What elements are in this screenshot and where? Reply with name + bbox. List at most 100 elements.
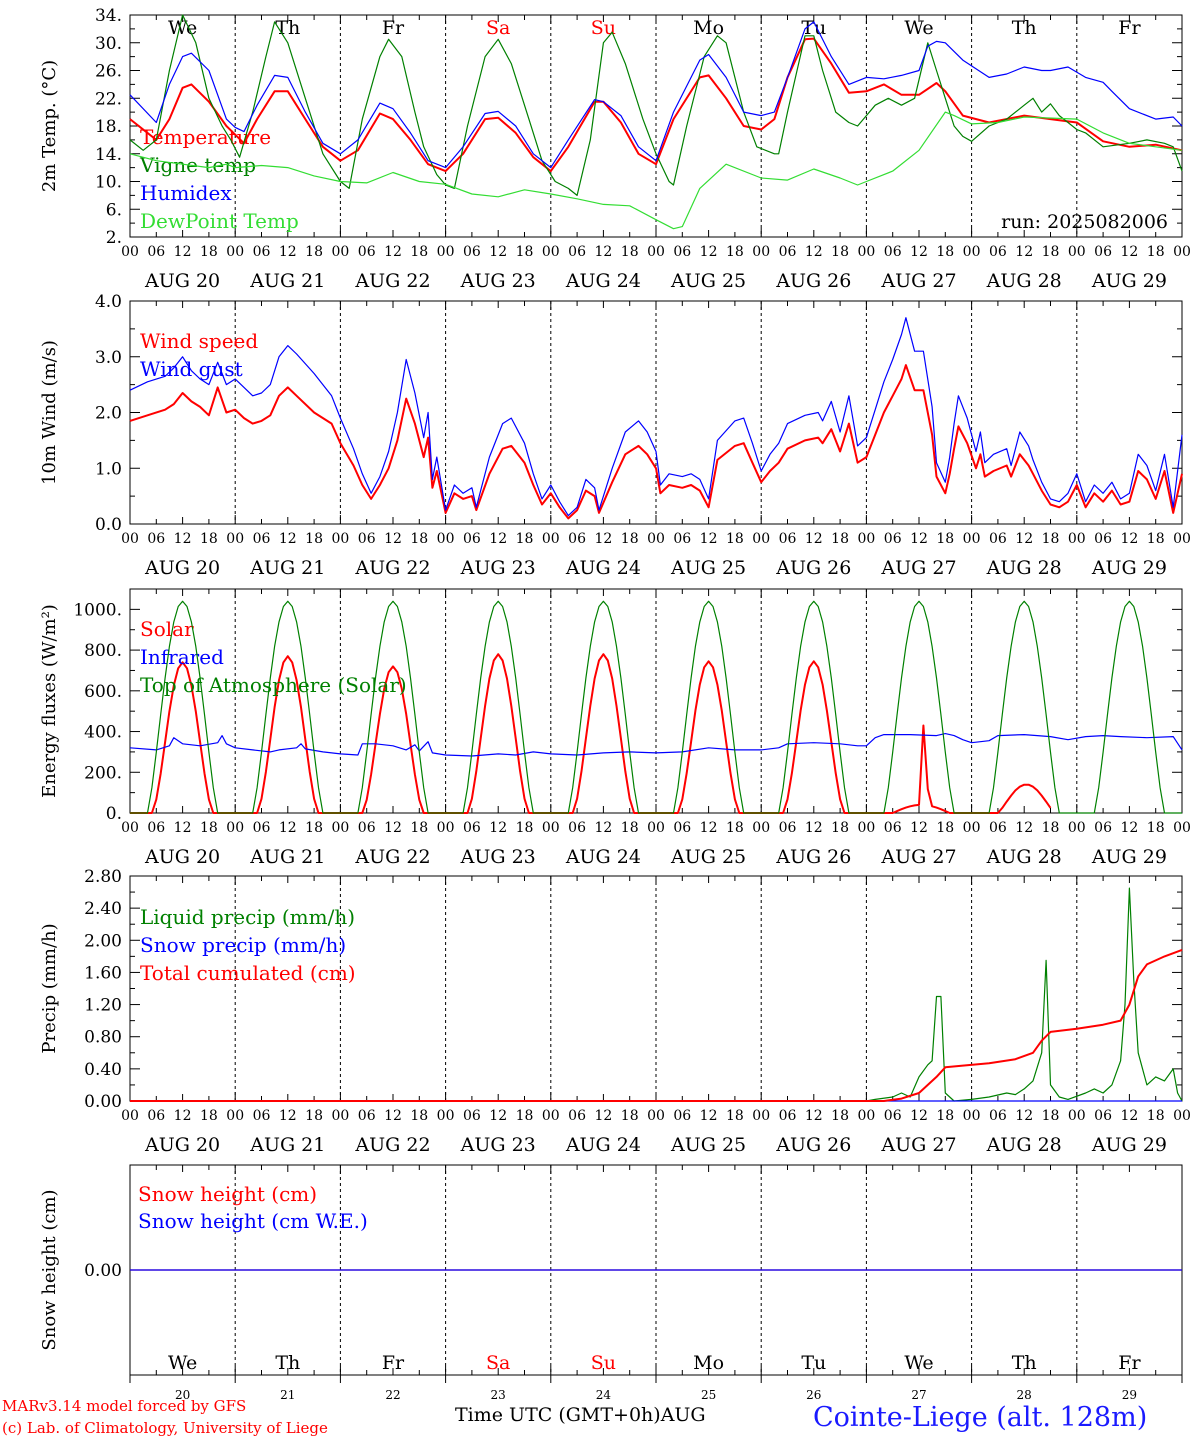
hour-label: 18 [936, 820, 954, 836]
hour-label: 06 [568, 1108, 586, 1124]
y-tick-label: 18. [95, 117, 122, 137]
hour-label: 00 [437, 244, 455, 260]
legend-snow-height-cm-w-e: Snow height (cm W.E.) [138, 1209, 368, 1233]
hour-label: 18 [831, 531, 849, 547]
hour-label: 06 [147, 1108, 165, 1124]
hour-label: 06 [1094, 820, 1112, 836]
weekday-label: Fr [1118, 17, 1141, 39]
hour-label: 00 [542, 1108, 560, 1124]
hour-label: 00 [437, 1108, 455, 1124]
hour-label: 12 [489, 820, 507, 836]
hour-label: 00 [963, 1108, 981, 1124]
weekday-label: Th [1012, 1352, 1037, 1374]
y-tick-label: 600. [84, 682, 122, 702]
hour-label: 00 [331, 820, 349, 836]
weekday-label: Su [591, 1352, 616, 1374]
hour-label: 18 [1042, 531, 1060, 547]
hour-label: 18 [831, 1108, 849, 1124]
hour-label: 06 [884, 1108, 902, 1124]
hour-label: 06 [673, 531, 691, 547]
y-tick-label: 1.60 [84, 963, 122, 983]
hour-label: 18 [936, 1108, 954, 1124]
hour-label: 12 [805, 1108, 823, 1124]
hour-label: 18 [410, 820, 428, 836]
date-label: AUG 24 [565, 557, 641, 579]
hour-label: 18 [936, 531, 954, 547]
series-wind-gust [129, 317, 1183, 517]
y-tick-label: 22. [95, 89, 122, 109]
y-tick-label: 30. [95, 34, 122, 54]
y-axis-label: 2m Temp. (°C) [39, 60, 60, 192]
hour-label: 00 [226, 820, 244, 836]
y-tick-label: 2.40 [84, 899, 122, 919]
weekday-label: Fr [382, 17, 405, 39]
legend-dewpoint-temp: DewPoint Temp [140, 209, 299, 233]
date-label: AUG 29 [1091, 1134, 1167, 1156]
hour-label: 06 [568, 244, 586, 260]
legend-top-of-atmosphere-solar: Top of Atmosphere (Solar) [140, 673, 407, 697]
hour-label: 12 [279, 244, 297, 260]
date-label: AUG 29 [1091, 557, 1167, 579]
weekday-label: Th [275, 1352, 300, 1374]
hour-label: 00 [542, 244, 560, 260]
date-label: AUG 25 [670, 846, 746, 868]
y-tick-label: 1.20 [84, 996, 122, 1016]
hour-label: 06 [147, 244, 165, 260]
hour-label: 00 [1173, 244, 1191, 260]
date-label: AUG 26 [775, 846, 851, 868]
hour-label: 18 [726, 1108, 744, 1124]
date-label: AUG 23 [460, 270, 536, 292]
weekday-label: We [168, 1352, 197, 1374]
hour-label: 18 [831, 820, 849, 836]
series-infrared [129, 732, 1183, 757]
hour-label: 12 [279, 531, 297, 547]
y-tick-label: 200. [84, 763, 122, 783]
hour-label: 00 [752, 244, 770, 260]
hour-label: 00 [226, 531, 244, 547]
hour-label: 12 [174, 244, 192, 260]
time-axis-title: Time UTC (GMT+0h)AUG [455, 1404, 706, 1426]
date-label: AUG 26 [775, 557, 851, 579]
hour-label: 00 [963, 820, 981, 836]
hour-label: 06 [673, 244, 691, 260]
weekday-label: Tu [801, 1352, 826, 1374]
hour-label: 00 [857, 531, 875, 547]
date-label: AUG 28 [986, 557, 1062, 579]
hour-label: 00 [226, 1108, 244, 1124]
series-dewpoint-temp [129, 111, 1183, 230]
hour-label: 00 [857, 244, 875, 260]
day-number: 24 [596, 1388, 612, 1402]
day-number: 26 [806, 1388, 821, 1402]
y-tick-label: 10. [95, 173, 122, 193]
hour-label: 00 [542, 531, 560, 547]
date-label: AUG 24 [565, 270, 641, 292]
date-label: AUG 20 [144, 846, 220, 868]
hour-label: 18 [200, 531, 218, 547]
hour-label: 06 [989, 820, 1007, 836]
hour-label: 00 [331, 1108, 349, 1124]
hour-label: 00 [437, 820, 455, 836]
hour-label: 00 [857, 820, 875, 836]
legend-infrared: Infrared [140, 645, 224, 669]
hour-label: 18 [1042, 820, 1060, 836]
hour-label: 06 [463, 244, 481, 260]
date-label: AUG 25 [670, 557, 746, 579]
legend-snow-precip-mm-h: Snow precip (mm/h) [140, 933, 346, 957]
hour-label: 12 [489, 531, 507, 547]
hour-label: 06 [568, 531, 586, 547]
hour-label: 00 [1068, 1108, 1086, 1124]
hour-label: 12 [1120, 1108, 1138, 1124]
series-humidex [129, 21, 1183, 169]
hour-label: 06 [989, 1108, 1007, 1124]
hour-label: 12 [910, 820, 928, 836]
hour-label: 18 [1042, 244, 1060, 260]
hour-label: 12 [700, 531, 718, 547]
hour-label: 06 [1094, 1108, 1112, 1124]
date-label: AUG 27 [880, 846, 956, 868]
y-tick-label: 800. [84, 641, 122, 661]
hour-label: 00 [647, 820, 665, 836]
hour-label: 12 [489, 244, 507, 260]
y-tick-label: 2.0 [95, 404, 122, 424]
date-label: AUG 21 [249, 270, 325, 292]
hour-label: 06 [1094, 531, 1112, 547]
